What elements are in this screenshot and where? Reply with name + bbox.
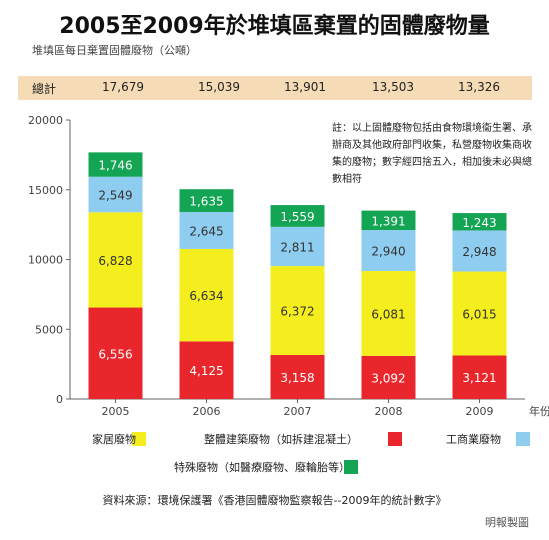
brand-credit: 明報製圖 <box>485 516 529 529</box>
legend-swatch-red <box>388 432 402 446</box>
bar-value-label: 6,828 <box>98 254 132 268</box>
bar-segment <box>179 341 234 399</box>
x-tick-label: 2005 <box>102 405 130 418</box>
y-tick-label: 5000 <box>35 323 63 336</box>
bar-value-label: 3,092 <box>371 371 405 385</box>
legend-swatch-yellow <box>132 432 146 446</box>
bar-segment <box>270 354 325 399</box>
legend-label-red: 整體建築廢物（如拆建混凝土） <box>204 433 358 446</box>
bar-segment <box>452 355 507 399</box>
bar-value-label: 2,549 <box>98 189 132 203</box>
total-2005: 17,679 <box>102 80 144 94</box>
legend-label-green: 特殊廢物（如醫療廢物、廢輪胎等） <box>174 461 350 474</box>
x-tick-label: 2006 <box>193 405 221 418</box>
legend-label-blue: 工商業廢物 <box>446 433 501 446</box>
bar-segment <box>270 205 325 227</box>
x-tick-label: 2009 <box>466 405 494 418</box>
totals-row: 總計 17,679 15,039 13,901 13,503 13,326 <box>18 76 532 100</box>
bar-value-label: 1,559 <box>280 210 314 224</box>
bar-segment <box>179 189 234 213</box>
total-2007: 13,901 <box>284 80 326 94</box>
y-tick-label: 15000 <box>28 184 63 197</box>
bar-value-label: 2,948 <box>462 245 496 259</box>
bar-segment <box>361 230 416 272</box>
stacked-bar-chart: 0 5000 10000 15000 20000 6,556 6,828 2,549 1,746… <box>28 114 549 418</box>
bar-value-label: 6,634 <box>189 289 223 303</box>
bar-value-label: 1,243 <box>462 216 496 230</box>
legend-swatch-blue <box>516 432 530 446</box>
bar-value-label: 1,746 <box>98 159 132 173</box>
total-2006: 15,039 <box>198 80 240 94</box>
bar-value-label: 2,940 <box>371 245 405 259</box>
bar-value-label: 1,391 <box>371 214 405 228</box>
bar-value-label: 2,811 <box>280 240 314 254</box>
bar-value-label: 3,158 <box>280 371 314 385</box>
total-2009: 13,326 <box>458 80 500 94</box>
bar-value-label: 1,635 <box>189 195 223 209</box>
bar-value-label: 6,015 <box>462 308 496 322</box>
bar-value-label: 4,125 <box>189 364 223 378</box>
totals-label: 總計 <box>32 82 57 96</box>
y-tick-label: 20000 <box>28 114 63 127</box>
x-tick-label: 2007 <box>284 405 312 418</box>
y-tick-label: 10000 <box>28 254 63 267</box>
chart-note: 註：以上固體廢物包括由食物環境衞生署、承辦商及其他政府部門收集，私營廢物收集商收… <box>332 123 532 185</box>
bar-segment <box>361 355 416 399</box>
x-tick-label: 2008 <box>375 405 403 418</box>
bar-segment <box>88 307 143 399</box>
x-axis-title: 年份 <box>529 404 549 418</box>
bar-segment <box>88 212 143 308</box>
bar-segment <box>270 226 325 267</box>
source-text: 資料來源：環境保護署《香港固體廢物監察報告--2009年的統計數字》 <box>102 494 447 507</box>
bar-segment <box>452 271 507 356</box>
bar-segment <box>179 212 234 249</box>
bar-value-label: 6,372 <box>280 305 314 319</box>
legend-label-yellow: 家居廢物 <box>92 433 136 446</box>
chart-subtitle: 堆填區每日棄置固體廢物（公噸） <box>32 44 197 57</box>
legend-swatch-green <box>344 460 358 474</box>
bar-value-label: 3,121 <box>462 371 496 385</box>
bar-value-label: 6,081 <box>371 307 405 321</box>
bar-segment <box>452 213 507 231</box>
bar-segment <box>270 266 325 355</box>
bar-segment <box>88 152 143 177</box>
bar-value-label: 6,556 <box>98 347 132 361</box>
bar-segment <box>452 230 507 272</box>
bar-value-label: 2,645 <box>189 224 223 238</box>
y-tick-label: 0 <box>56 393 63 406</box>
bar-segment <box>179 248 234 342</box>
bar-segment <box>361 271 416 356</box>
chart-title: 2005至2009年於堆填區棄置的固體廢物量 <box>59 14 490 39</box>
bar-segment <box>361 210 416 231</box>
bar-segment <box>88 176 143 213</box>
total-2008: 13,503 <box>372 80 414 94</box>
